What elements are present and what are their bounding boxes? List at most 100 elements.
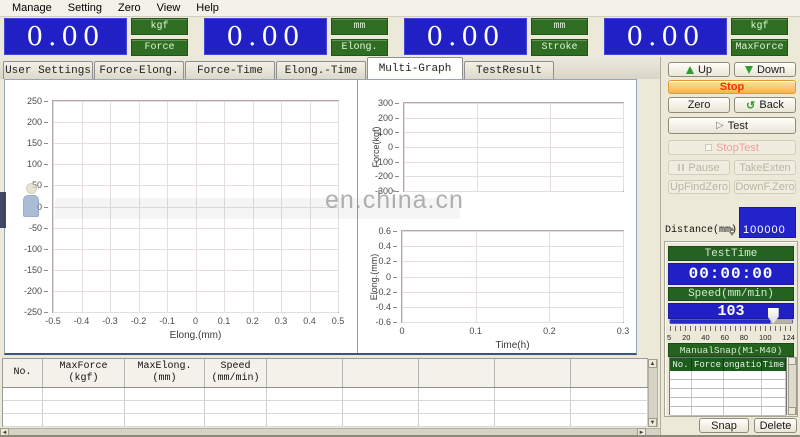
back-button[interactable]: ↻ Back	[734, 97, 796, 113]
results-horizontal-scrollbar[interactable]: ◄ ►	[0, 428, 660, 436]
elong-value-display: 0.00	[204, 18, 327, 55]
col-header-speed: Speed (mm/min)	[205, 359, 267, 387]
tab-bar: User Settings Force-Elong. Force-Time El…	[0, 57, 660, 79]
table-cell	[205, 388, 267, 400]
scroll-right-icon[interactable]: ►	[637, 428, 646, 436]
scroll-down-icon[interactable]	[788, 407, 796, 415]
up-button[interactable]: Up	[668, 62, 730, 77]
table-row[interactable]	[3, 388, 648, 401]
down-button[interactable]: Down	[734, 62, 796, 77]
table-row[interactable]	[3, 414, 648, 427]
tab-user-settings[interactable]: User Settings	[3, 61, 93, 79]
menu-item-setting[interactable]: Setting	[67, 2, 103, 14]
y-tick-label: 100	[378, 127, 399, 137]
pause-button[interactable]: Pause	[668, 160, 730, 175]
x-tick-label: 0.1	[469, 326, 482, 336]
delete-button[interactable]: Delete	[754, 418, 797, 433]
table-cell	[43, 388, 125, 400]
table-row[interactable]	[670, 389, 786, 398]
y-tick-label: 150	[27, 138, 48, 148]
take-exten-button[interactable]: TakeExten	[734, 160, 796, 175]
results-vertical-scrollbar[interactable]: ▲ ▼	[648, 359, 658, 427]
down-arrow-icon	[744, 65, 753, 74]
stroke-unit-label: mm	[531, 18, 588, 35]
table-row[interactable]	[670, 407, 786, 416]
snap-button[interactable]: Snap	[699, 418, 749, 433]
speed-display: 103	[668, 303, 794, 320]
snap-scrollbar[interactable]	[788, 357, 797, 415]
table-cell	[724, 371, 762, 379]
table-cell	[692, 407, 724, 415]
y-tick-label: -250	[24, 307, 48, 317]
maxforce-value-display: 0.00	[604, 18, 727, 55]
menu-item-help[interactable]: Help	[196, 2, 219, 14]
stoptest-button[interactable]: StopTest	[668, 140, 796, 155]
test-button[interactable]: ▷ Test	[668, 117, 796, 134]
table-cell	[670, 389, 692, 397]
table-cell	[419, 401, 495, 413]
watermark-logo-fragment	[0, 192, 6, 228]
table-cell	[267, 388, 343, 400]
table-cell	[692, 371, 724, 379]
stop-square-icon	[705, 144, 713, 151]
up-find-zero-button[interactable]: UpFindZero	[668, 180, 730, 194]
y-axis-title: Force(kgf)	[371, 126, 381, 168]
x-tick-label: 0	[399, 326, 405, 336]
menu-item-view[interactable]: View	[156, 2, 181, 14]
spinner-icon[interactable]	[727, 226, 736, 237]
force-unit-label: kgf	[131, 18, 188, 35]
results-table-body	[3, 388, 648, 427]
y-tick-label: 0	[386, 272, 397, 282]
elong-unit-label: mm	[331, 18, 388, 35]
maxforce-name-label: MaxForce	[731, 39, 788, 56]
menu-item-zero[interactable]: Zero	[118, 2, 141, 14]
x-tick-label: -0.1	[159, 316, 175, 326]
y-tick-label: 100	[27, 159, 48, 169]
stop-button[interactable]: Stop	[668, 80, 796, 94]
chart-force-elong: 250 200 150 100 50 0 -50 -100 -150 -200 -250 -0.5 -0…	[24, 96, 344, 341]
table-cell	[692, 398, 724, 406]
watermark-person-icon	[23, 183, 43, 219]
x-tick-label: -0.5	[45, 316, 61, 326]
y-tick-label: -200	[375, 171, 399, 181]
table-cell	[762, 371, 786, 379]
watermark-band	[55, 198, 460, 219]
snap-col-force: Force	[692, 358, 724, 371]
tab-test-result[interactable]: TestResult	[464, 61, 554, 79]
snap-table-header: No. Force ongatio Time	[670, 358, 786, 371]
tab-force-elong[interactable]: Force-Elong.	[94, 61, 184, 79]
menu-item-manage[interactable]: Manage	[12, 2, 52, 14]
zero-button[interactable]: Zero	[668, 97, 730, 113]
force-name-label: Force	[131, 39, 188, 56]
col-header-empty	[267, 359, 343, 387]
scroll-down-icon[interactable]: ▼	[648, 418, 657, 427]
down-f-zero-button[interactable]: DownF.Zero	[734, 180, 796, 194]
y-tick-label: 0	[388, 142, 399, 152]
speed-slider-track[interactable]	[669, 319, 793, 324]
tab-elong-time[interactable]: Elong.-Time	[276, 61, 366, 79]
x-tick-label: 0.3	[274, 316, 288, 326]
table-cell	[762, 407, 786, 415]
results-table: No. MaxForce (kgf) MaxElong. (mm) Speed (mm…	[2, 358, 648, 427]
distance-input[interactable]: 100000	[739, 207, 796, 238]
scroll-up-icon[interactable]	[788, 357, 796, 365]
speed-slider-thumb[interactable]	[767, 308, 779, 324]
tab-multi-graph[interactable]: Multi-Graph	[367, 57, 463, 79]
x-tick-label: 0	[192, 316, 199, 326]
table-row[interactable]	[3, 401, 648, 414]
table-cell	[762, 398, 786, 406]
x-tick-label: -0.4	[73, 316, 90, 326]
table-row[interactable]	[670, 398, 786, 407]
readout-panel: 0.00 kgf Force 0.00 mm Elong. 0.00 mm Strok…	[0, 18, 800, 56]
chart-force-time: 300 200 100 0 -100 -200 -300 Force(kgf)	[371, 98, 624, 196]
table-row[interactable]	[670, 371, 786, 380]
table-cell	[724, 389, 762, 397]
tab-force-time[interactable]: Force-Time	[185, 61, 275, 79]
scroll-left-icon[interactable]: ◄	[0, 428, 9, 436]
scroll-up-icon[interactable]: ▲	[648, 359, 657, 368]
table-cell	[571, 388, 648, 400]
x-tick-label: 0.2	[246, 316, 259, 326]
table-cell	[670, 380, 692, 388]
table-row[interactable]	[670, 380, 786, 389]
